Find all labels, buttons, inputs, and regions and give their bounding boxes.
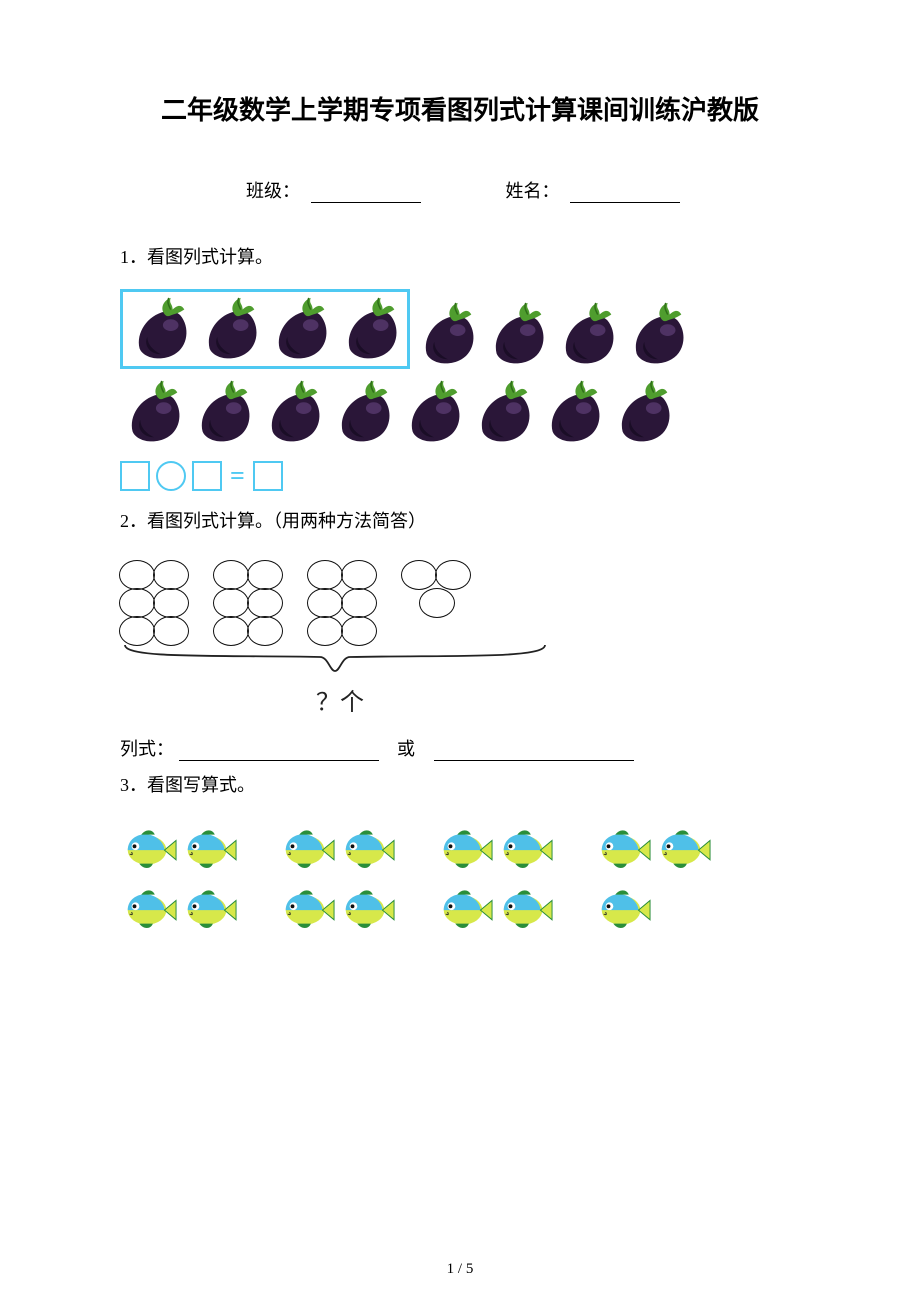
fish-icon [496,885,554,933]
eq-operand-box[interactable] [192,461,222,491]
class-label: 班级： [246,181,300,201]
oval-group [308,561,376,645]
oval-group [214,561,282,645]
oval-icon [435,560,471,590]
fish-group [278,825,396,873]
oval-icon [119,560,155,590]
class-blank[interactable] [311,185,421,203]
fish-icon [338,885,396,933]
oval-icon [307,616,343,646]
eggplant-icon [610,377,676,447]
fish-icon [180,825,238,873]
equals-sign: = [228,461,247,491]
oval-icon [247,560,283,590]
or-label: 或 [397,739,415,759]
fish-icon [594,825,652,873]
form-row: 班级： 姓名： [120,177,800,203]
oval-icon [247,588,283,618]
fish-group [436,885,554,933]
q1-row2 [120,377,800,447]
fish-row [120,825,800,873]
eq-operator-circle[interactable] [156,461,186,491]
oval-icon [213,588,249,618]
eggplant-icon [484,299,550,369]
name-blank[interactable] [570,185,680,203]
fish-group [120,885,238,933]
page-title: 二年级数学上学期专项看图列式计算课间训练沪教版 [120,90,800,127]
q1-figure: = [120,289,800,491]
oval-icon [401,560,437,590]
oval-icon [341,560,377,590]
eggplant-icon [127,294,193,364]
eggplant-icon [554,299,620,369]
q2-blank-1[interactable] [179,743,379,761]
eggplant-icon [190,377,256,447]
fish-group [594,885,652,933]
fish-icon [120,825,178,873]
q2-figure: ？个 [120,561,800,717]
oval-icon [119,588,155,618]
eggplant-icon [414,299,480,369]
q2-question-label: ？个 [120,682,560,717]
fish-row [120,885,800,933]
eggplant-icon [260,377,326,447]
eggplant-icon [337,294,403,364]
fish-icon [278,885,336,933]
oval-icon [213,560,249,590]
oval-icon [213,616,249,646]
q1-label: 1．看图列式计算。 [120,243,800,269]
fish-group [594,825,712,873]
q2-oval-groups [120,561,560,645]
eggplant-icon [267,294,333,364]
fish-icon [594,885,652,933]
q2-answer-row: 列式： 或 [120,735,800,761]
fish-icon [496,825,554,873]
eggplant-icon [120,377,186,447]
oval-group [402,561,470,617]
eq-result-box[interactable] [253,461,283,491]
oval-icon [119,616,155,646]
eggplant-icon [330,377,396,447]
q3-label: 3．看图写算式。 [120,771,800,797]
q1-boxed-group [120,289,410,369]
lieshi-label: 列式： [120,739,174,759]
oval-group [120,561,188,645]
name-label: 姓名： [506,181,560,201]
fish-icon [278,825,336,873]
fish-group [278,885,396,933]
oval-icon [341,616,377,646]
fish-group [436,825,554,873]
eggplant-icon [197,294,263,364]
q2-blank-2[interactable] [434,743,634,761]
oval-icon [341,588,377,618]
q3-figure [120,825,800,933]
eq-operand-box[interactable] [120,461,150,491]
q1-rest-group [414,299,690,369]
oval-icon [307,588,343,618]
q2-label: 2．看图列式计算。（用两种方法简答） [120,507,800,533]
oval-icon [153,588,189,618]
eggplant-icon [400,377,466,447]
fish-icon [654,825,712,873]
oval-icon [307,560,343,590]
fish-icon [338,825,396,873]
eggplant-icon [540,377,606,447]
oval-icon [247,616,283,646]
eggplant-icon [624,299,690,369]
q1-equation: = [120,461,800,491]
fish-icon [436,885,494,933]
oval-icon [153,616,189,646]
oval-icon [153,560,189,590]
eggplant-icon [470,377,536,447]
fish-icon [180,885,238,933]
fish-group [120,825,238,873]
fish-icon [120,885,178,933]
curly-bracket [120,643,550,673]
oval-icon [419,588,455,618]
page-footer: 1 / 5 [0,1261,920,1278]
fish-icon [436,825,494,873]
